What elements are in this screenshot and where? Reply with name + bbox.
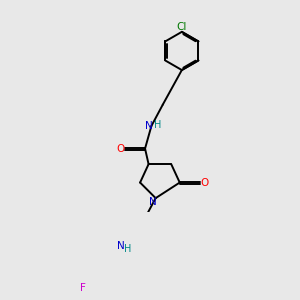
Text: O: O	[200, 178, 208, 188]
Text: H: H	[154, 120, 161, 130]
Text: N: N	[145, 121, 153, 131]
Text: F: F	[80, 283, 86, 293]
Text: Cl: Cl	[177, 22, 187, 32]
Text: H: H	[124, 244, 131, 254]
Text: N: N	[118, 241, 125, 251]
Text: O: O	[116, 144, 125, 154]
Text: N: N	[148, 197, 156, 207]
